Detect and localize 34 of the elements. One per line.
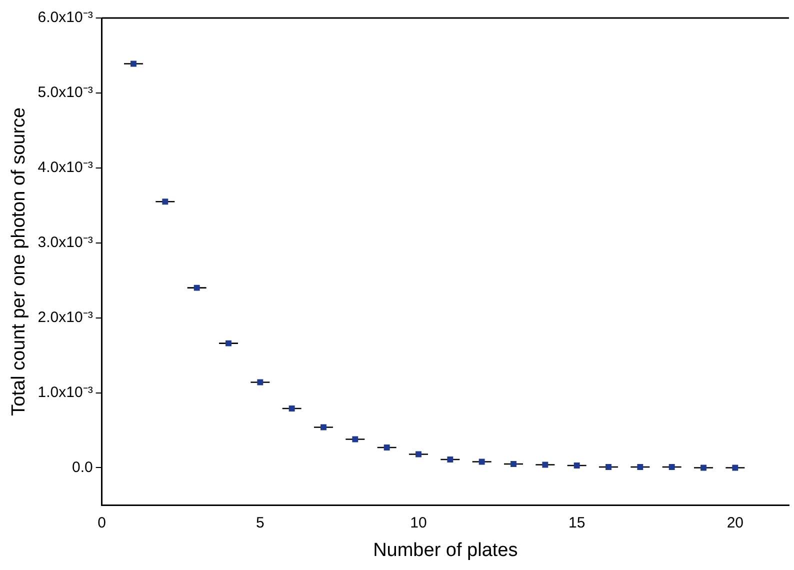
point xyxy=(542,462,548,468)
y-tick-label: 3.0x10⁻³ xyxy=(38,234,93,251)
point xyxy=(226,340,232,346)
point xyxy=(574,462,580,468)
point xyxy=(700,464,706,471)
point xyxy=(288,406,295,412)
point xyxy=(130,60,136,67)
point xyxy=(478,458,485,465)
x-tick-label: 0 xyxy=(98,514,106,532)
x-tick-label: 5 xyxy=(256,514,264,532)
point xyxy=(510,461,516,467)
point xyxy=(257,379,264,386)
x-tick-label: 10 xyxy=(410,514,427,532)
point xyxy=(732,464,738,471)
point xyxy=(384,444,390,450)
point xyxy=(637,464,644,470)
x-tick-label: 20 xyxy=(726,514,744,532)
point xyxy=(668,464,675,470)
x-tick-label: 15 xyxy=(568,514,586,532)
y-tick-label: 5.0x10⁻³ xyxy=(38,84,93,102)
point xyxy=(320,424,326,430)
y-axis-title: Total count per one photon of source xyxy=(8,107,30,416)
y-tick-label: 2.0x10⁻³ xyxy=(38,308,93,326)
point xyxy=(162,198,168,205)
y-tick-label: 0.0 xyxy=(72,458,93,476)
point xyxy=(416,451,422,458)
point xyxy=(194,284,200,291)
point xyxy=(352,436,358,442)
y-tick-label: 6.0x10⁻³ xyxy=(38,9,93,26)
point xyxy=(447,456,454,462)
y-tick-label: 4.0x10⁻³ xyxy=(38,159,93,176)
y-tick-label: 1.0x10⁻³ xyxy=(38,384,93,401)
point xyxy=(606,464,612,470)
x-axis-title: Number of plates xyxy=(373,540,518,561)
